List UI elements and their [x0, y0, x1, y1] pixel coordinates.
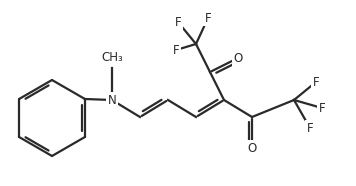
- Text: O: O: [234, 52, 243, 65]
- Text: N: N: [108, 94, 116, 107]
- Text: F: F: [319, 102, 325, 115]
- Text: F: F: [173, 44, 179, 57]
- Text: CH₃: CH₃: [101, 51, 123, 64]
- Text: F: F: [307, 121, 313, 134]
- Text: O: O: [247, 142, 257, 155]
- Text: F: F: [313, 76, 319, 89]
- Text: F: F: [205, 12, 211, 25]
- Text: F: F: [175, 15, 181, 28]
